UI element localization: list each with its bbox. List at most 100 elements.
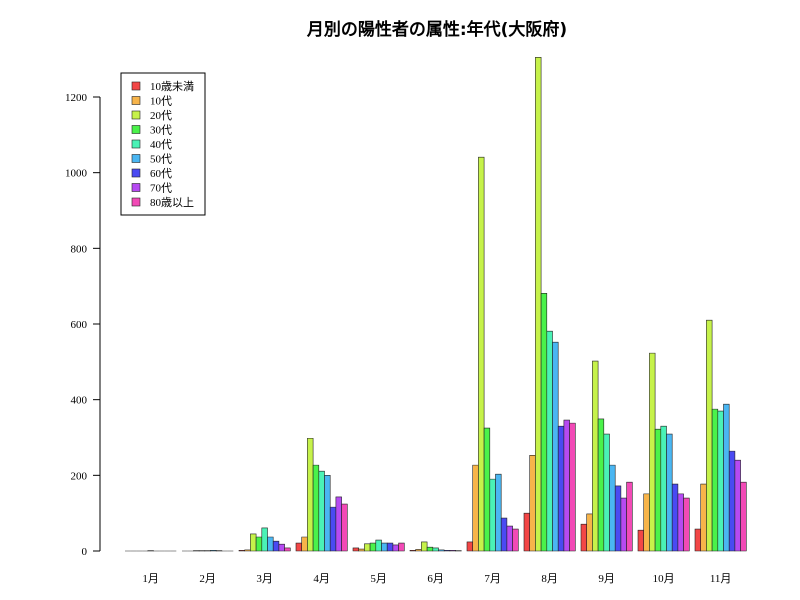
x-tick-label: 3月: [256, 573, 273, 585]
bar-month-5-series-3: [364, 543, 371, 552]
bar-month-11-series-7: [728, 450, 736, 552]
bar-month-6-series-4: [426, 546, 434, 552]
bar-month-3-series-6: [267, 536, 274, 552]
legend-swatch: [131, 168, 141, 178]
bar-month-9-series-7: [614, 485, 622, 552]
bar-month-4-series-6: [324, 475, 331, 552]
bar-month-9-series-4: [597, 418, 605, 552]
bar-month-4-series-9: [341, 503, 348, 552]
bar-month-9-series-5: [603, 433, 610, 552]
y-tick-label: 400: [71, 395, 88, 407]
bar-month-10-series-7: [671, 483, 679, 552]
bar-month-10-series-4: [654, 428, 662, 552]
bar-month-4-series-3: [307, 437, 314, 552]
bar-month-11-series-5: [717, 410, 724, 552]
x-tick-label: 11月: [710, 573, 732, 585]
x-tick-label: 9月: [598, 573, 615, 585]
bar-month-4-series-4: [312, 464, 320, 552]
legend-label: 20代: [150, 109, 172, 122]
y-tick-label: 200: [71, 470, 88, 482]
x-tick-label: 6月: [427, 573, 444, 585]
x-axis-labels: 1月 2月 3月 4月 5月 6月 7月 8月 9月 10月 11月: [142, 573, 731, 585]
legend-label: 50代: [150, 153, 172, 166]
bar-month-10-series-3: [649, 352, 656, 552]
y-tick-label: 0: [82, 546, 88, 558]
bar-month-3-series-1: [238, 549, 245, 552]
bar-month-7-series-8: [506, 525, 513, 552]
y-tick-label: 600: [71, 319, 88, 331]
legend-label: 60代: [150, 167, 172, 180]
bar-month-9-series-8: [620, 497, 627, 552]
bar-month-3-series-4: [255, 536, 263, 552]
bar-month-7-series-9: [512, 528, 519, 552]
y-tick-label: 1200: [65, 92, 88, 104]
bar-month-11-series-6: [723, 403, 730, 552]
bar-month-3-series-7: [272, 540, 280, 552]
bar-month-7-series-5: [489, 478, 496, 552]
bar-month-10-series-8: [677, 493, 684, 552]
bar-month-10-series-6: [666, 433, 673, 552]
bar-month-3-series-5: [261, 527, 268, 552]
bar-month-9-series-3: [592, 360, 599, 552]
bar-month-3-series-9: [284, 547, 291, 552]
bar-month-9-series-1: [580, 523, 587, 552]
legend-label: 40代: [150, 138, 172, 151]
bar-month-7-series-6: [495, 473, 502, 552]
bar-month-8-series-1: [523, 512, 530, 552]
bar-month-8-series-3: [535, 56, 542, 552]
legend-swatch: [131, 197, 141, 207]
bar-month-10-series-1: [637, 529, 644, 552]
bar-month-11-series-9: [740, 481, 747, 552]
legend-label: 30代: [150, 124, 172, 137]
bar-month-9-series-2: [586, 513, 593, 552]
bar-month-11-series-1: [694, 528, 701, 552]
legend-swatch: [131, 81, 141, 91]
bar-month-6-series-6: [438, 549, 445, 552]
bar-month-5-series-8: [392, 544, 399, 552]
bar-month-5-series-6: [381, 542, 388, 552]
bar-month-11-series-3: [706, 319, 713, 552]
bar-month-4-series-8: [335, 496, 342, 552]
bar-month-4-series-2: [301, 536, 308, 552]
bar-month-5-series-5: [375, 539, 382, 552]
x-tick-label: 2月: [199, 573, 216, 585]
legend-label: 10代: [150, 95, 172, 108]
bar-month-3-series-8: [278, 543, 285, 552]
bar-month-7-series-4: [483, 427, 491, 552]
legend: 10歳未満 10代 20代 30代 40代 50代 60代 70代 80歳以上: [120, 72, 206, 216]
bar-month-5-series-9: [398, 542, 405, 552]
bar-month-8-series-8: [563, 419, 570, 552]
bar-month-7-series-2: [472, 464, 479, 552]
bar-month-5-series-4: [369, 542, 377, 552]
legend-label: 80歳以上: [150, 196, 194, 209]
x-tick-label: 10月: [653, 573, 675, 585]
bar-month-2-series-6: [210, 549, 217, 552]
bar-month-8-series-6: [552, 341, 559, 552]
bar-month-6-series-3: [421, 541, 428, 552]
legend-label: 10歳未満: [150, 80, 194, 93]
bar-month-6-series-1: [409, 549, 416, 552]
y-tick-label: 1000: [65, 168, 88, 180]
bar-month-4-series-7: [329, 506, 337, 552]
bar-month-6-series-8: [449, 549, 456, 552]
bar-month-8-series-4: [540, 293, 548, 552]
bar-month-5-series-2: [358, 548, 365, 552]
bar-month-4-series-5: [318, 470, 325, 552]
x-tick-label: 1月: [142, 573, 159, 585]
legend-swatch: [131, 96, 141, 105]
bar-month-11-series-4: [711, 408, 719, 552]
legend-swatch: [131, 154, 141, 163]
bar-month-6-series-7: [443, 549, 451, 552]
bars-layer: [125, 56, 747, 552]
legend-swatch: [131, 125, 141, 134]
y-tick-label: 800: [71, 243, 88, 255]
bar-month-10-series-2: [643, 493, 650, 552]
y-axis: 0 200 400 600 800 1000 1200: [65, 92, 101, 558]
legend-swatch: [131, 183, 141, 192]
bar-month-6-series-2: [415, 549, 422, 552]
bar-month-11-series-8: [734, 459, 741, 552]
x-tick-label: 4月: [313, 573, 330, 585]
x-tick-label: 7月: [484, 573, 501, 585]
bar-month-5-series-1: [352, 547, 359, 552]
